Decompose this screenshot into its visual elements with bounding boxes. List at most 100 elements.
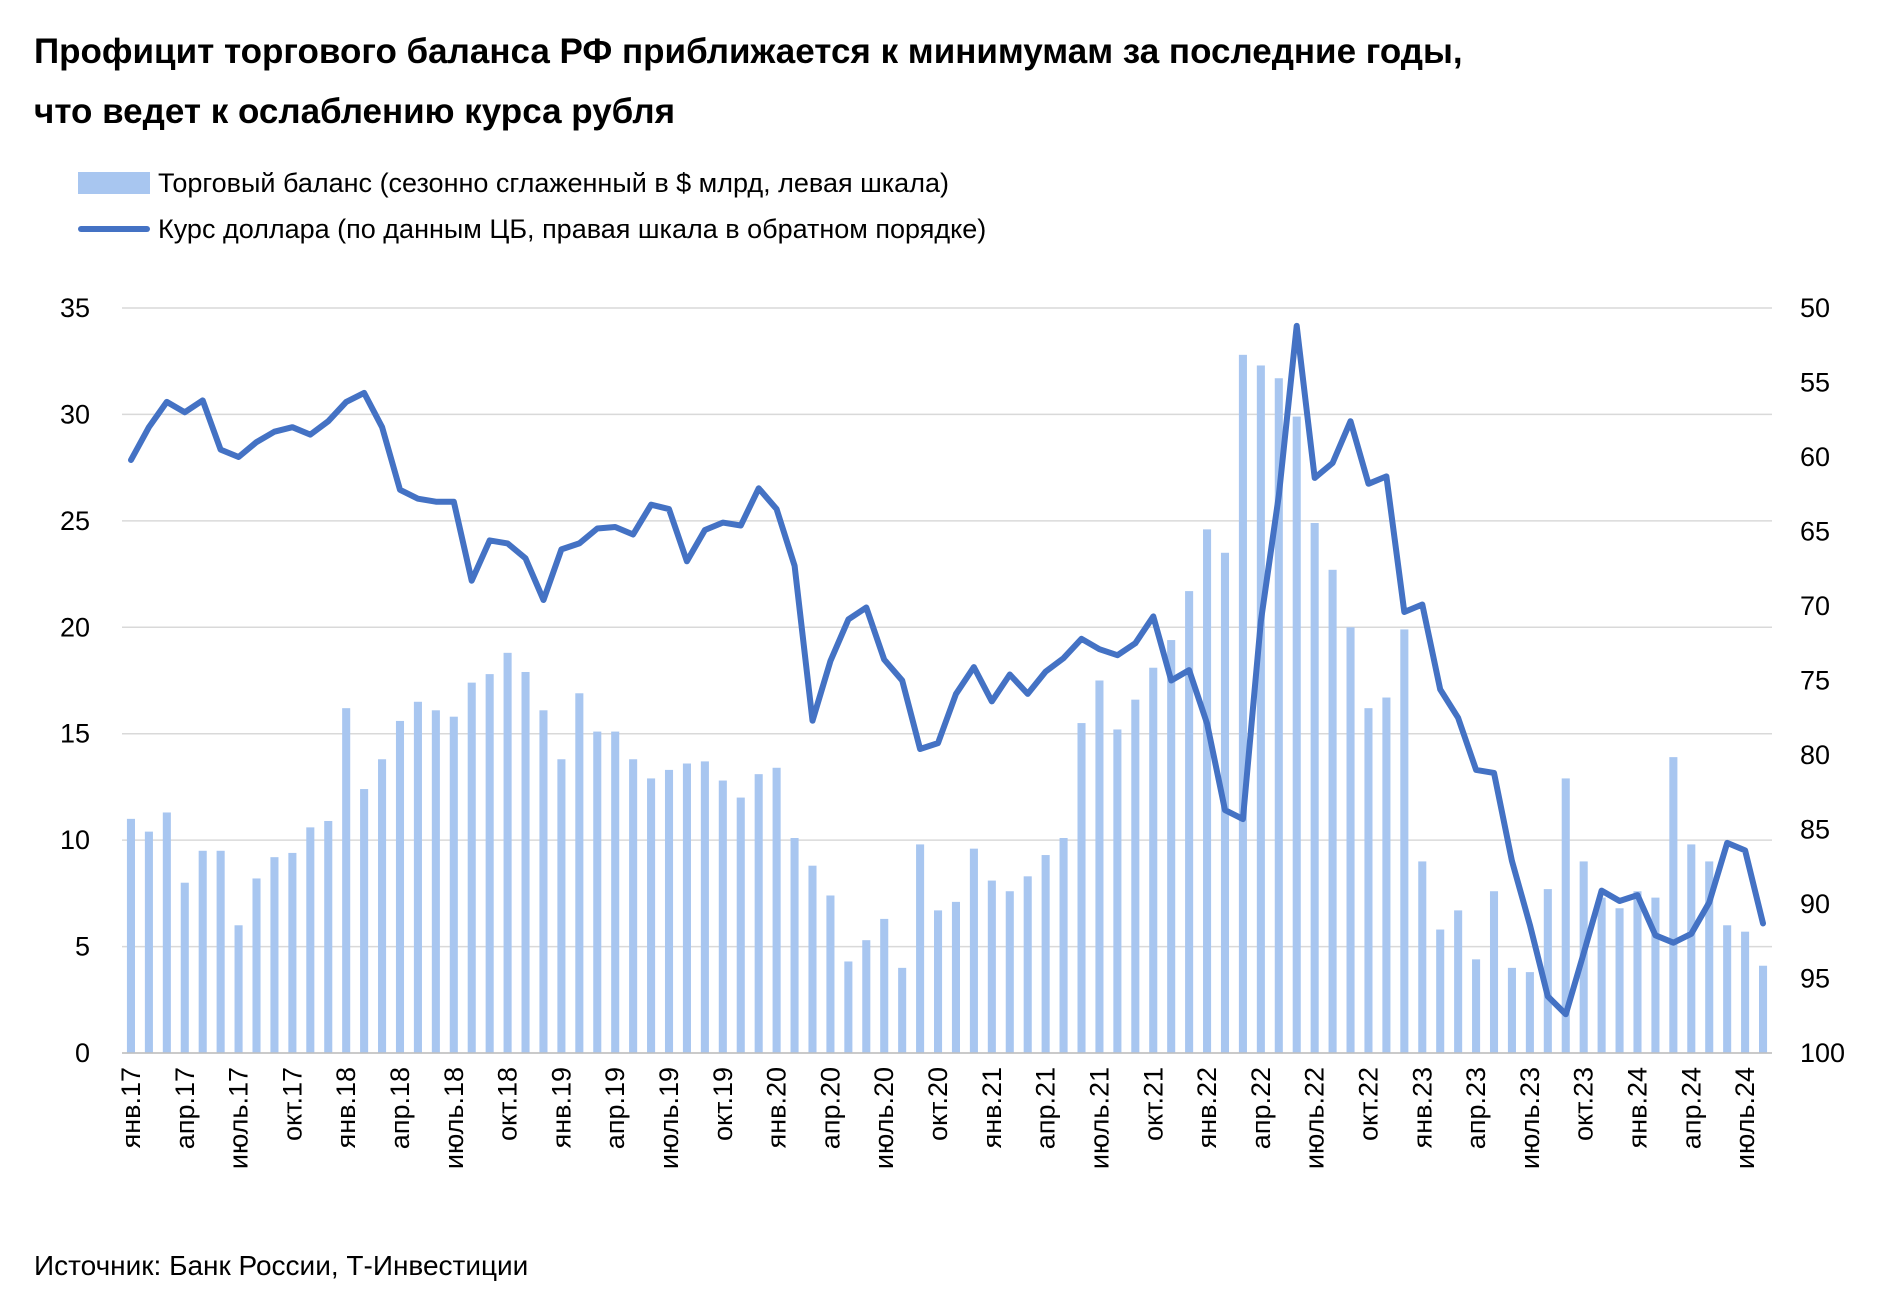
y-right-tick-label: 50 bbox=[1800, 293, 1830, 323]
y-right-tick-label: 100 bbox=[1800, 1038, 1845, 1068]
bar bbox=[503, 652, 512, 1053]
bar bbox=[162, 812, 171, 1053]
x-tick-label: июль.22 bbox=[1300, 1067, 1330, 1169]
bar bbox=[216, 850, 225, 1053]
bar bbox=[485, 674, 494, 1053]
bar bbox=[736, 797, 745, 1053]
y-right-tick-label: 65 bbox=[1800, 517, 1830, 547]
usd-rate-line bbox=[128, 322, 1766, 1018]
bar bbox=[557, 759, 566, 1053]
x-tick-label: окт.19 bbox=[708, 1067, 738, 1141]
x-tick-label: янв.23 bbox=[1407, 1067, 1437, 1148]
bar bbox=[1543, 889, 1552, 1053]
bar bbox=[1059, 838, 1068, 1053]
bar bbox=[1436, 929, 1445, 1053]
chart-title: Профицит торгового баланса РФ приближает… bbox=[34, 22, 1854, 142]
bar bbox=[1364, 708, 1373, 1053]
bar bbox=[754, 774, 763, 1053]
bar bbox=[1687, 844, 1696, 1053]
x-tick-label: апр.21 bbox=[1031, 1067, 1061, 1149]
x-axis: янв.17 апр.17 июль.17 окт.17 янв.18 апр.18 июл… bbox=[116, 1052, 1772, 1169]
bar bbox=[1633, 891, 1642, 1053]
bar bbox=[987, 880, 996, 1053]
bar bbox=[1454, 910, 1463, 1053]
bar bbox=[449, 716, 458, 1053]
bar bbox=[718, 780, 727, 1053]
bar bbox=[1167, 640, 1176, 1053]
bar bbox=[126, 818, 136, 1053]
bar bbox=[1113, 729, 1122, 1053]
bar bbox=[252, 878, 261, 1053]
bar bbox=[1292, 416, 1301, 1053]
x-tick-label: янв.19 bbox=[546, 1067, 576, 1148]
x-tick-label: янв.21 bbox=[977, 1067, 1007, 1148]
bar bbox=[969, 848, 978, 1053]
bar bbox=[593, 731, 602, 1053]
x-tick-label: июль.20 bbox=[869, 1067, 899, 1169]
bar bbox=[521, 671, 530, 1053]
bar bbox=[1615, 908, 1624, 1053]
x-tick-label: янв.18 bbox=[331, 1067, 361, 1148]
bar bbox=[575, 693, 584, 1053]
bar bbox=[1597, 897, 1606, 1053]
bar-series-trade-balance bbox=[126, 354, 1768, 1053]
legend-item-trade-balance: Торговый баланс (сезонно сглаженный в $ … bbox=[78, 160, 986, 206]
bar bbox=[1310, 522, 1319, 1053]
legend-swatch-line bbox=[78, 226, 150, 232]
source-note: Источник: Банк России, Т-Инвестиции bbox=[34, 1250, 529, 1281]
x-tick-label: апр.23 bbox=[1461, 1067, 1491, 1149]
bar bbox=[682, 763, 691, 1053]
bar bbox=[1095, 680, 1104, 1053]
y-right-tick-label: 90 bbox=[1800, 889, 1830, 919]
bar bbox=[1005, 891, 1014, 1053]
bar bbox=[378, 759, 387, 1053]
y-right-tick-label: 60 bbox=[1800, 442, 1830, 472]
bar bbox=[1077, 723, 1086, 1053]
legend-item-usd-rate: Курс доллара (по данным ЦБ, правая шкала… bbox=[78, 206, 986, 252]
bar bbox=[1400, 629, 1409, 1053]
x-tick-label: янв.22 bbox=[1192, 1067, 1222, 1148]
x-tick-label: окт.17 bbox=[277, 1067, 307, 1141]
bar bbox=[1507, 967, 1516, 1053]
x-tick-label: апр.19 bbox=[600, 1067, 630, 1149]
bar bbox=[629, 759, 638, 1053]
x-tick-label: окт.23 bbox=[1569, 1067, 1599, 1141]
bar bbox=[539, 710, 548, 1053]
bar bbox=[898, 967, 907, 1053]
bar bbox=[1149, 667, 1158, 1053]
bar bbox=[1238, 354, 1247, 1053]
bar bbox=[270, 857, 279, 1053]
x-tick-label: янв.20 bbox=[762, 1067, 792, 1148]
x-tick-label: окт.21 bbox=[1138, 1067, 1168, 1141]
bar bbox=[700, 761, 709, 1053]
line-series-usd-rate bbox=[128, 322, 1766, 1018]
bar bbox=[234, 925, 243, 1053]
bar bbox=[611, 731, 620, 1053]
legend-label-trade-balance: Торговый баланс (сезонно сглаженный в $ … bbox=[158, 167, 949, 198]
y-left-tick-label: 25 bbox=[60, 506, 90, 536]
legend-label-usd-rate: Курс доллара (по данным ЦБ, правая шкала… bbox=[158, 213, 987, 244]
bar bbox=[1328, 569, 1337, 1053]
x-tick-label: июль.17 bbox=[224, 1067, 254, 1169]
title-line-1: Профицит торгового баланса РФ приближает… bbox=[34, 32, 1463, 71]
y-left-tick-label: 5 bbox=[75, 932, 90, 962]
bar bbox=[862, 940, 871, 1053]
bar bbox=[933, 910, 943, 1053]
bar bbox=[144, 831, 153, 1053]
bar bbox=[772, 767, 781, 1053]
bar bbox=[1525, 972, 1534, 1053]
bar bbox=[1489, 891, 1499, 1053]
y-right-tick-label: 95 bbox=[1800, 964, 1830, 994]
bar bbox=[1274, 378, 1283, 1053]
bar bbox=[1418, 861, 1427, 1053]
x-tick-label: июль.24 bbox=[1730, 1067, 1760, 1169]
bar bbox=[844, 961, 853, 1053]
bar bbox=[1131, 699, 1140, 1053]
y-right-tick-label: 55 bbox=[1800, 368, 1830, 398]
bar bbox=[1185, 591, 1194, 1053]
bar bbox=[1472, 959, 1481, 1053]
gridlines bbox=[122, 307, 1772, 1054]
bar bbox=[1723, 925, 1732, 1053]
bar bbox=[324, 820, 333, 1053]
y-left-tick-label: 15 bbox=[60, 719, 90, 749]
